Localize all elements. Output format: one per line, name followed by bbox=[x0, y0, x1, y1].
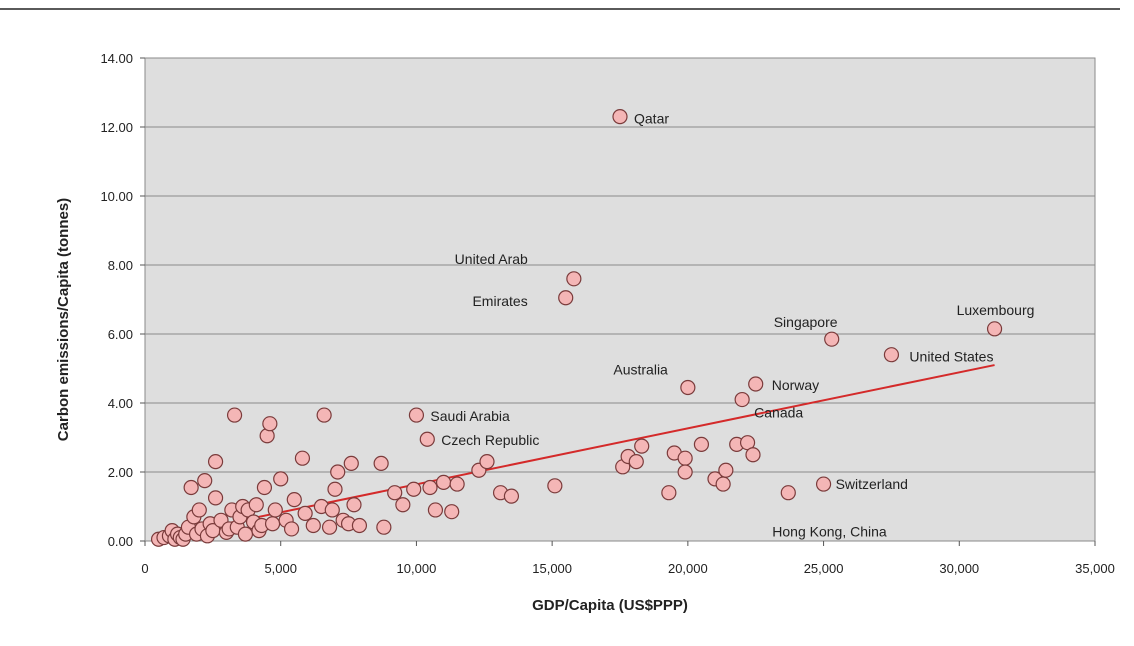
y-tick-label: 2.00 bbox=[108, 465, 133, 480]
y-tick-label: 14.00 bbox=[100, 51, 133, 66]
data-point bbox=[408, 407, 425, 423]
data-point bbox=[321, 519, 338, 535]
data-point bbox=[207, 454, 224, 470]
point-label: Canada bbox=[754, 405, 803, 421]
x-tick-label: 20,000 bbox=[668, 561, 708, 576]
point-label: Emirates bbox=[472, 293, 527, 309]
data-point bbox=[343, 455, 359, 471]
data-point bbox=[419, 431, 435, 447]
point-label: Czech Republic bbox=[441, 432, 539, 448]
x-tick-label: 0 bbox=[141, 561, 148, 576]
data-point bbox=[305, 517, 321, 534]
data-point bbox=[376, 519, 392, 535]
data-point bbox=[327, 481, 343, 497]
data-point bbox=[566, 271, 582, 287]
x-tick-label: 5,000 bbox=[264, 561, 297, 576]
data-point bbox=[612, 109, 628, 125]
point-label: United Arab bbox=[455, 251, 528, 267]
point-labels: Qatar United Arab Emirates Luxembourg Singap… bbox=[430, 111, 1034, 540]
axis-ticks: 0.00 2.00 4.00 6.00 8.00 10.00 12.00 14.00 0 5,00… bbox=[100, 51, 1114, 576]
y-tick-label: 8.00 bbox=[108, 258, 133, 273]
data-point bbox=[677, 450, 693, 466]
data-point bbox=[207, 490, 224, 506]
data-point bbox=[815, 476, 832, 492]
data-point bbox=[503, 488, 520, 504]
y-tick-label: 10.00 bbox=[100, 189, 133, 204]
data-point bbox=[986, 321, 1003, 337]
data-point bbox=[346, 497, 362, 513]
top-rule bbox=[0, 8, 1120, 10]
data-point bbox=[547, 478, 563, 494]
data-point bbox=[262, 416, 278, 432]
data-point bbox=[267, 502, 283, 518]
data-point bbox=[248, 497, 264, 513]
data-point bbox=[387, 485, 403, 501]
y-axis-title: Carbon emissions/Capita (tonnes) bbox=[55, 198, 72, 441]
data-point bbox=[283, 521, 300, 537]
x-tick-label: 15,000 bbox=[532, 561, 572, 576]
data-point bbox=[316, 407, 332, 423]
data-point bbox=[226, 407, 243, 423]
data-point bbox=[256, 479, 273, 496]
data-point bbox=[634, 438, 650, 454]
y-tick-label: 0.00 bbox=[108, 534, 133, 549]
data-point bbox=[693, 436, 710, 452]
data-point bbox=[558, 290, 574, 306]
data-point bbox=[294, 450, 311, 466]
data-point bbox=[324, 502, 340, 518]
data-point bbox=[680, 379, 696, 396]
data-point bbox=[745, 447, 761, 463]
data-point bbox=[444, 504, 460, 520]
data-point bbox=[449, 476, 465, 492]
data-point bbox=[297, 505, 313, 522]
data-point bbox=[748, 376, 764, 392]
data-point bbox=[824, 331, 840, 347]
y-tick-label: 4.00 bbox=[108, 396, 133, 411]
data-point bbox=[330, 464, 346, 480]
data-point bbox=[373, 455, 389, 471]
data-point bbox=[237, 526, 254, 542]
data-point bbox=[661, 485, 677, 501]
point-label: Saudi Arabia bbox=[430, 408, 510, 424]
data-point bbox=[734, 391, 750, 408]
point-label: Hong Kong, China bbox=[772, 524, 887, 540]
data-point bbox=[677, 464, 693, 480]
trendline bbox=[158, 364, 995, 539]
data-points bbox=[150, 109, 1003, 547]
y-tick-label: 12.00 bbox=[100, 120, 133, 135]
data-point bbox=[479, 454, 495, 470]
x-tick-label: 10,000 bbox=[397, 561, 437, 576]
data-point bbox=[427, 502, 444, 518]
x-tick-label: 35,000 bbox=[1075, 561, 1115, 576]
point-label: Singapore bbox=[774, 314, 838, 330]
data-point bbox=[351, 517, 368, 534]
x-tick-label: 25,000 bbox=[804, 561, 844, 576]
point-label: United States bbox=[909, 349, 993, 365]
data-point bbox=[780, 485, 796, 501]
data-point bbox=[628, 454, 644, 470]
data-point bbox=[197, 473, 213, 489]
data-point bbox=[406, 481, 422, 497]
x-axis-title: GDP/Capita (US$PPP) bbox=[532, 597, 688, 614]
data-point bbox=[718, 462, 734, 478]
data-point bbox=[883, 347, 900, 363]
point-label: Switzerland bbox=[836, 476, 908, 492]
data-point bbox=[273, 471, 289, 487]
data-point bbox=[286, 492, 302, 508]
point-label: Luxembourg bbox=[957, 302, 1035, 318]
x-tick-label: 30,000 bbox=[939, 561, 979, 576]
point-label: Norway bbox=[772, 377, 819, 393]
data-point bbox=[264, 516, 281, 532]
point-label: Australia bbox=[613, 361, 668, 377]
data-point bbox=[435, 474, 452, 490]
data-point bbox=[422, 479, 438, 496]
point-label: Qatar bbox=[634, 111, 669, 127]
data-point bbox=[715, 476, 731, 492]
data-point bbox=[395, 497, 411, 513]
y-tick-label: 6.00 bbox=[108, 327, 133, 342]
data-point bbox=[191, 502, 207, 518]
data-point bbox=[183, 479, 199, 496]
